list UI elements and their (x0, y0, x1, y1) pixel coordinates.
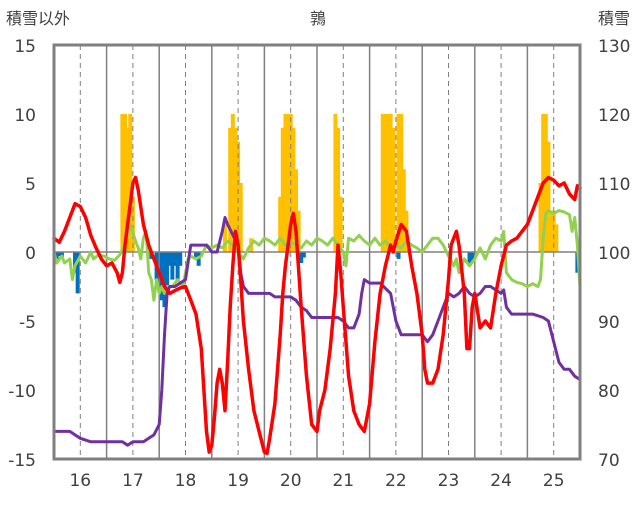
snow-bar-blue (162, 252, 167, 308)
snow-bar-orange (338, 196, 343, 252)
snow-bar-orange (120, 114, 125, 252)
snow-bar-orange (128, 114, 133, 252)
snow-bar-orange (222, 224, 227, 252)
right-tick-label: 130 (598, 37, 630, 57)
snow-bar-blue (396, 252, 401, 259)
x-tick-label: 23 (438, 471, 460, 491)
snow-bar-orange (549, 210, 554, 252)
x-tick-label: 20 (280, 471, 302, 491)
snow-bar-orange (228, 127, 233, 252)
snow-bar-orange (391, 127, 396, 252)
snow-bar-orange (543, 114, 548, 252)
snow-bar-blue (299, 252, 304, 264)
snow-bar-orange (383, 114, 388, 252)
snow-bar-orange (401, 169, 406, 252)
x-tick-label: 18 (175, 471, 197, 491)
snow-bar-orange (538, 183, 543, 252)
snow-bar-blue (167, 252, 172, 266)
snow-bar-orange (125, 127, 130, 252)
snow-bar-orange (238, 183, 243, 252)
snow-bar-blue (73, 252, 78, 273)
right-tick-label: 90 (598, 313, 620, 333)
tick-label-layer: 16 17 18 19 20 21 22 23 24 25 15 10 5 0 -5 -10 -15 130 120… (8, 37, 630, 491)
x-tick-label: 16 (69, 471, 91, 491)
snow-bar-orange (278, 196, 283, 252)
snow-bar-blue (165, 252, 170, 294)
snow-bar-orange (336, 127, 341, 252)
left-tick-label: 15 (14, 37, 36, 57)
left-tick-label: 5 (25, 175, 36, 195)
snow-bar-blue (54, 252, 59, 259)
left-tick-label: 10 (14, 106, 36, 126)
x-tick-label: 25 (543, 471, 565, 491)
snow-bar-blue (170, 252, 175, 280)
left-tick-label: -5 (19, 313, 36, 333)
snow-bar-orange (554, 224, 559, 252)
snow-bar-orange (286, 114, 291, 252)
snow-bar-blue (57, 252, 62, 257)
x-tick-label: 24 (490, 471, 512, 491)
left-tick-label: -10 (8, 382, 36, 402)
right-tick-label: 110 (598, 175, 630, 195)
line-layer (52, 175, 582, 456)
snow-bar-orange (380, 114, 385, 252)
snow-bar-orange (123, 114, 128, 252)
snow-bar-orange (399, 114, 404, 252)
snow-bar-orange (233, 127, 238, 252)
snow-bar-blue (75, 252, 80, 294)
right-tick-label: 70 (598, 451, 620, 471)
right-tick-label: 100 (598, 244, 630, 264)
snow-bar-orange (388, 114, 393, 252)
snow-bar-blue (470, 252, 475, 261)
snow-bar-orange (293, 169, 298, 252)
snow-bar-orange (296, 210, 301, 252)
left-tick-label: 0 (25, 244, 36, 264)
snow-bar-blue (175, 252, 180, 280)
left-tick-label: -15 (8, 451, 36, 471)
snow-bar-orange (230, 114, 235, 252)
x-tick-label: 19 (227, 471, 249, 491)
snow-bar-orange (280, 127, 285, 252)
x-tick-label: 17 (122, 471, 144, 491)
snow-bar-orange (333, 114, 338, 252)
snow-bar-orange (386, 114, 391, 252)
snow-bar-blue (178, 252, 183, 266)
grid-layer (54, 45, 581, 459)
snow-bar-orange (283, 114, 288, 252)
snow-bar-blue (467, 252, 472, 266)
plot-frame (52, 43, 582, 461)
chart-title: 鶉 (310, 9, 326, 28)
snow-bar-orange (236, 141, 241, 252)
snow-bar-orange (546, 141, 551, 252)
snow-bar-orange (551, 210, 556, 252)
snow-bar-blue (172, 252, 177, 266)
series-line (52, 175, 582, 456)
x-tick-label: 21 (332, 471, 354, 491)
x-tick-label: 22 (385, 471, 407, 491)
right-tick-label: 80 (598, 382, 620, 402)
right-tick-label: 120 (598, 106, 630, 126)
snow-bar-orange (396, 114, 401, 252)
snow-bar-blue (301, 252, 306, 258)
snow-bar-orange (130, 196, 135, 252)
snow-bar-blue (194, 252, 199, 259)
snow-bar-orange (291, 127, 296, 252)
series-line (52, 209, 582, 302)
left-axis-title: 積雪以外 (6, 9, 70, 28)
right-axis-title: 積雪 (598, 9, 630, 28)
